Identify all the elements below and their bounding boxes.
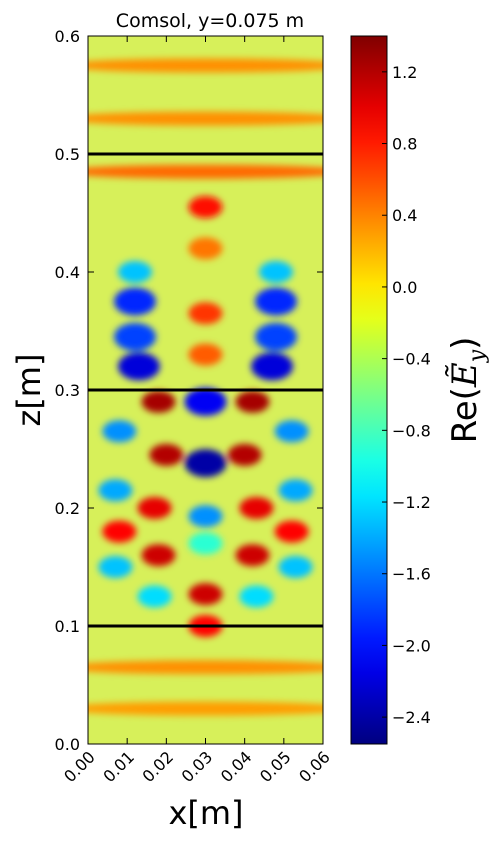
y-tick-label: 0.6: [55, 27, 80, 46]
band-1: [88, 111, 323, 126]
field-feature-9: [255, 322, 297, 351]
field-feature-4: [117, 352, 160, 381]
colorbar-ticks: 1.2 0.8 0.4 0.0 −0.4 −0.8 −1.2 −1.6 −2.0 −2.4: [382, 63, 431, 727]
field-feature-2: [188, 343, 223, 366]
field-feature-7: [255, 287, 297, 316]
y-tick-label: 0.1: [55, 617, 80, 636]
band-2: [88, 58, 323, 73]
x-tick-label: 0.04: [217, 747, 256, 786]
field-feature-31: [239, 585, 274, 608]
field-feature-19: [274, 420, 309, 443]
band-0: [88, 164, 323, 179]
y-tick-label: 0.3: [55, 381, 80, 400]
colorbar-tick-label: −1.2: [392, 493, 431, 512]
field-feature-15: [149, 443, 184, 466]
x-tick-label: 0.03: [178, 747, 217, 786]
field-feature-30: [137, 585, 172, 608]
field-feature-0: [188, 196, 223, 219]
field-feature-22: [137, 497, 172, 519]
field-feature-8: [114, 322, 156, 351]
field-feature-1: [188, 302, 223, 325]
colorbar-tick-label: 0.0: [392, 278, 417, 297]
field-feature-21: [278, 479, 313, 502]
field-feature-32: [188, 583, 223, 606]
field-feature-35: [274, 520, 309, 543]
y-tick-label: 0.0: [55, 735, 80, 754]
x-tick-label: 0.01: [99, 747, 138, 786]
y-tick-label: 0.5: [55, 145, 80, 164]
field-feature-3: [188, 237, 223, 260]
colorbar-tick-label: −0.4: [392, 350, 431, 369]
field-feature-27: [141, 544, 176, 567]
band-4: [88, 701, 323, 716]
field-feature-16: [227, 443, 262, 466]
field-feature-20: [98, 479, 133, 502]
heatmap-field: [88, 58, 323, 716]
colorbar-tick-label: −0.8: [392, 421, 431, 440]
field-feature-28: [235, 544, 270, 567]
y-tick-label: 0.4: [55, 263, 80, 282]
field-feature-5: [251, 352, 294, 381]
band-3: [88, 660, 323, 675]
y-tick-label: 0.2: [55, 499, 80, 518]
chart-title: Comsol, y=0.075 m: [116, 10, 304, 32]
colorbar-tick-label: 1.2: [392, 63, 417, 82]
field-feature-13: [235, 390, 270, 413]
field-feature-18: [102, 420, 137, 443]
colorbar-tick-label: −1.6: [392, 565, 431, 584]
colorbar: [350, 35, 388, 745]
field-feature-6: [114, 287, 156, 316]
field-feature-12: [141, 390, 176, 413]
x-axis-label: x[m]: [168, 794, 243, 832]
field-feature-29: [188, 532, 223, 555]
field-feature-25: [98, 556, 133, 578]
field-feature-14: [184, 387, 227, 416]
colorbar-tick-label: 0.4: [392, 206, 417, 225]
x-tick-label: 0.05: [256, 747, 295, 786]
x-tick-label: 0.02: [139, 747, 178, 786]
y-axis-label: z[m]: [10, 354, 48, 427]
field-feature-24: [188, 505, 223, 528]
boundary-lines: [88, 152, 323, 628]
field-feature-23: [239, 497, 274, 519]
colorbar-label: Re(Ẽy): [445, 337, 490, 444]
field-feature-17: [184, 449, 227, 478]
colorbar-tick-label: 0.8: [392, 135, 417, 154]
x-tick-label: 0.06: [295, 747, 334, 786]
field-feature-10: [118, 261, 152, 283]
field-feature-11: [259, 261, 293, 283]
y-axis: 0.0 0.1 0.2 0.3 0.4 0.5 0.6: [55, 27, 323, 754]
colorbar-tick-label: −2.0: [392, 636, 431, 655]
colorbar-tick-label: −2.4: [392, 708, 431, 727]
field-feature-26: [278, 556, 313, 578]
field-feature-34: [102, 520, 137, 543]
